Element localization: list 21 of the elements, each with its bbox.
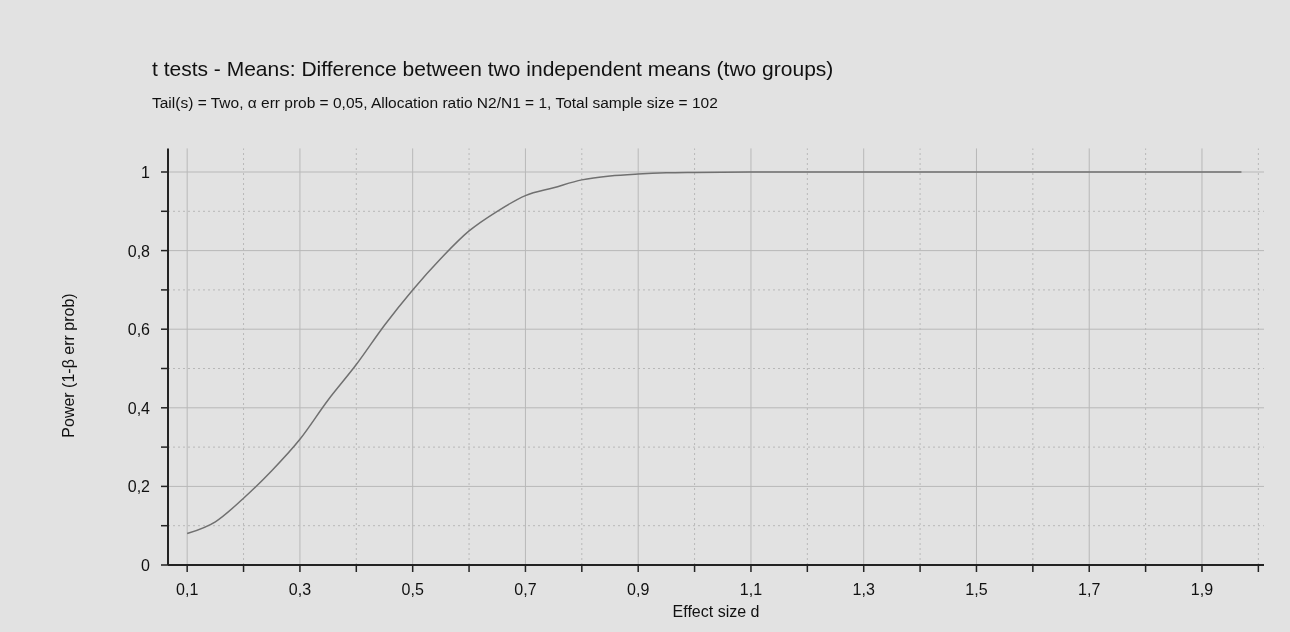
x-axis-title: Effect size d [672,603,760,620]
y-tick-label: 0,2 [127,478,151,496]
y-tick-label: 0,8 [127,242,151,260]
x-tick-label: 1,1 [739,581,763,598]
chart-subtitle: Tail(s) = Two, α err prob = 0,05, Allocation ratio N2/N1 = 1, Total sample size = 102 [152,94,718,111]
x-tick-label: 0,1 [176,581,199,598]
x-tick-label: 0,9 [627,581,650,598]
x-tick-label: 1,5 [965,581,988,598]
x-tick-label: 0,5 [401,581,424,598]
line-series [186,171,1243,535]
x-tick-label: 1,7 [1078,581,1101,598]
x-tick-label: 1,9 [1190,581,1214,598]
y-tick-label: 0,4 [127,399,151,417]
y-tick-label: 0,6 [127,321,151,339]
y-tick-label: 1 [141,164,151,181]
x-tick-label: 0,7 [514,581,537,598]
y-tick-label: 0 [141,557,151,574]
x-tick-label: 0,3 [288,581,312,598]
y-axis-title: Power (1-β err prob) [60,293,77,438]
chart-title: t tests - Means: Difference between two independent means (two groups) [152,57,834,80]
x-tick-label: 1,3 [852,581,875,598]
